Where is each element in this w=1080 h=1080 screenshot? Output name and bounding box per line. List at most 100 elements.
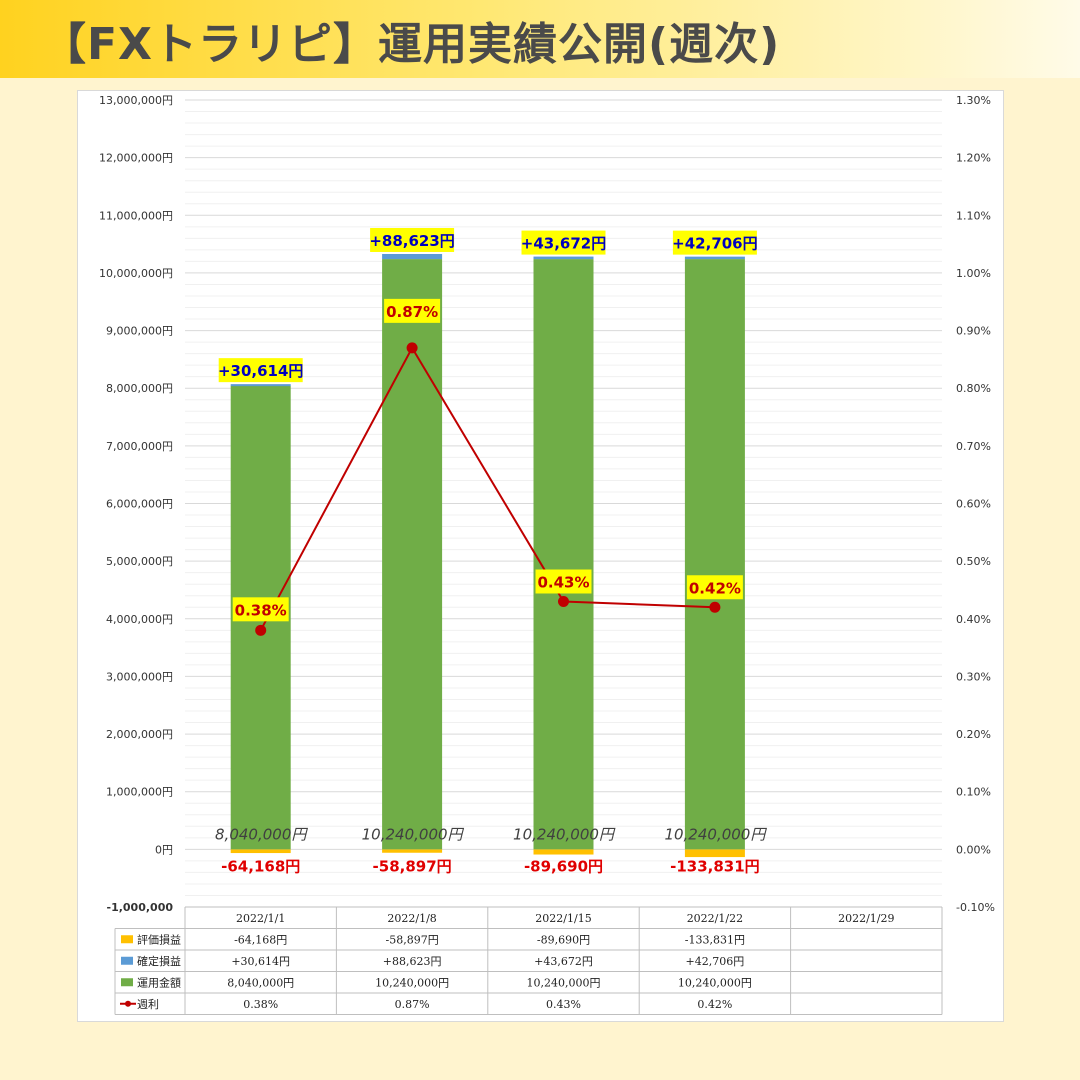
confirmed-pl-label-bg [370,227,455,252]
weekly-rate-label: 0.38% [235,601,287,619]
y2-tick-label: 0.40% [956,613,991,626]
confirmed-pl-label: +88,623円 [369,232,454,250]
page-title: 【FXトラリピ】運用実績公開(週次) [42,19,781,70]
table-cell: 0.43% [546,998,581,1011]
legend-swatch [121,956,133,965]
y-tick-label: 3,000,000円 [106,670,173,683]
bar-valuation-pl [382,849,443,853]
bar-operating-amount [382,259,443,850]
weekly-rate-label-bg [535,569,592,594]
y2-tick-label: 0.50% [956,555,991,568]
confirmed-pl-label: +42,706円 [672,235,757,253]
y2-tick-label: 0.90% [956,325,991,338]
bar-valuation-pl [684,849,745,858]
bar-operating-amount [533,259,594,850]
table-cell: 0.87% [395,998,430,1011]
chart-panel: -1,000,000 0円 1,000,000円 2,000,000円 3,000,00… [77,90,1004,1022]
table-cell: 0.42% [697,998,732,1011]
weekly-rate-label-bg [686,575,743,600]
y2-tick-label: 1.20% [956,152,991,165]
legend-swatch [121,978,133,987]
table-cell: +42,706円 [686,955,745,968]
y2-tick-label: 0.80% [956,382,991,395]
y2-tick-label: 1.00% [956,267,991,280]
valuation-pl-label: -64,168円 [221,857,300,875]
y2-tick-label: 1.30% [956,94,991,107]
legend-swatch [121,935,133,944]
table-cell: 10,240,000円 [527,977,601,990]
table-cell: -133,831円 [685,934,745,947]
legend-name: 週利 [137,998,159,1011]
legend-name: 運用金額 [137,976,181,990]
y-tick-label: 6,000,000円 [106,498,173,511]
operating-amount-label: 10,240,000円 [362,825,465,843]
y-tick-label: 5,000,000円 [106,555,173,568]
y-tick-label: 1,000,000円 [106,786,173,799]
confirmed-pl-label: +43,672円 [521,235,606,253]
y-tick-label: 0円 [155,843,173,856]
weekly-rate-point [255,624,267,636]
bar-confirmed-pl [382,253,443,260]
weekly-rate-label-bg [384,298,441,323]
y-tick-label: -1,000,000 [107,901,174,914]
table-category: 2022/1/29 [838,912,894,925]
y-tick-label: 11,000,000円 [99,209,173,222]
y-tick-label: 7,000,000円 [106,440,173,453]
valuation-pl-label: -89,690円 [524,857,603,875]
table-cell: +88,623円 [383,955,442,968]
table-category: 2022/1/1 [236,912,285,925]
y-tick-label: 4,000,000円 [106,613,173,626]
table-category: 2022/1/8 [387,912,436,925]
table-cell: 10,240,000円 [375,977,449,990]
legend-name: 評価損益 [137,933,181,947]
y2-tick-label: 1.10% [956,209,991,222]
y-tick-label: 9,000,000円 [106,325,173,338]
y2-tick-label: 0.60% [956,498,991,511]
y-tick-label: 12,000,000円 [99,152,173,165]
weekly-rate-label-bg [232,597,289,622]
confirmed-pl-label-bg [672,230,757,255]
weekly-rate-label: 0.42% [689,579,741,597]
table-category: 2022/1/15 [535,912,591,925]
table-cell: -58,897円 [385,934,438,947]
weekly-rate-label: 0.43% [537,573,589,591]
bar-valuation-pl [230,849,291,854]
y2-tick-label: -0.10% [956,901,995,914]
confirmed-pl-label: +30,614円 [218,362,303,380]
valuation-pl-label: -133,831円 [670,857,760,875]
y-tick-label: 10,000,000円 [99,267,173,280]
y2-tick-label: 0.00% [956,843,991,856]
table-cell: -64,168円 [234,934,287,947]
table-cell: +43,672円 [534,955,593,968]
table-cell: 10,240,000円 [678,977,752,990]
bar-operating-amount [684,259,745,850]
y2-tick-label: 0.10% [956,786,991,799]
table-cell: 0.38% [243,998,278,1011]
y-tick-label: 13,000,000円 [99,94,173,107]
combo-chart: -1,000,000 0円 1,000,000円 2,000,000円 3,000,00… [99,94,995,1015]
legend-name: 確定損益 [137,954,181,968]
y2-tick-label: 0.30% [956,670,991,683]
operating-amount-label: 10,240,000円 [664,825,767,843]
table-category: 2022/1/22 [687,912,743,925]
operating-amount-label: 10,240,000円 [513,825,616,843]
confirmed-pl-label-bg [218,358,303,383]
bar-confirmed-pl [533,256,594,260]
title-bar [0,0,1080,78]
bar-confirmed-pl [230,384,291,387]
bar-confirmed-pl [684,256,745,260]
y2-tick-label: 0.70% [956,440,991,453]
valuation-pl-label: -58,897円 [373,857,452,875]
table-cell: +30,614円 [231,955,290,968]
weekly-rate-point [709,601,721,613]
table-cell: -89,690円 [537,934,590,947]
weekly-rate-line [259,345,715,631]
y-tick-label: 8,000,000円 [106,382,173,395]
weekly-rate-point [406,342,418,354]
table-cell: 8,040,000円 [227,977,294,990]
bar-valuation-pl [533,849,594,855]
legend-point-key [125,1000,131,1007]
operating-amount-label: 8,040,000円 [215,825,308,843]
y-tick-label: 2,000,000円 [106,728,173,741]
y2-tick-label: 0.20% [956,728,991,741]
